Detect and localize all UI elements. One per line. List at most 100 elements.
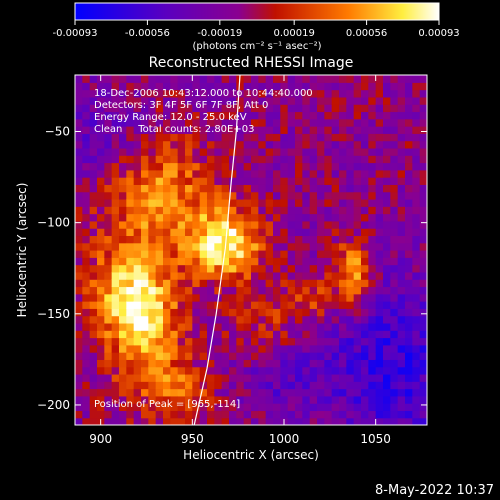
heatmap-cell: [295, 104, 303, 113]
heatmap-cell: [302, 373, 311, 382]
heatmap-cell: [361, 191, 369, 200]
heatmap-cell: [419, 162, 427, 171]
heatmap-cell: [170, 293, 179, 302]
heatmap-cell: [361, 147, 369, 156]
heatmap-cell: [339, 242, 347, 251]
heatmap-cell: [405, 322, 413, 331]
heatmap-cell: [412, 213, 421, 222]
heatmap-cell: [287, 264, 296, 273]
heatmap-cell: [368, 104, 377, 113]
heatmap-cell: [397, 228, 406, 237]
heatmap-cell: [405, 264, 413, 273]
heatmap-cell: [119, 322, 127, 331]
heatmap-cell: [214, 206, 223, 215]
heatmap-cell: [97, 257, 105, 266]
heatmap-cell: [346, 286, 355, 295]
heatmap-cell: [111, 403, 120, 412]
heatmap-cell: [199, 206, 208, 215]
heatmap-cell: [163, 417, 171, 425]
heatmap-cell: [339, 417, 347, 425]
heatmap-cell: [207, 388, 215, 397]
heatmap-cell: [214, 315, 223, 324]
heatmap-cell: [309, 395, 318, 404]
heatmap-cell: [397, 366, 406, 375]
heatmap-cell: [221, 417, 230, 425]
heatmap-cell: [302, 403, 311, 412]
heatmap-cell: [163, 381, 171, 390]
heatmap-cell: [390, 213, 399, 222]
heatmap-cell: [361, 228, 369, 237]
heatmap-cell: [265, 198, 274, 207]
heatmap-cell: [104, 373, 113, 382]
heatmap-cell: [221, 220, 230, 229]
heatmap-cell: [229, 213, 237, 222]
heatmap-cell: [177, 111, 186, 120]
heatmap-cell: [75, 403, 83, 412]
heatmap-cell: [97, 118, 105, 127]
heatmap-cell: [141, 242, 149, 251]
colorbar-tick-label: 0.00019: [274, 28, 315, 39]
heatmap-cell: [221, 213, 230, 222]
heatmap-cell: [412, 75, 421, 83]
heatmap-cell: [361, 388, 369, 397]
colorbar-tick-label: 0.00093: [418, 28, 459, 39]
heatmap-cell: [192, 198, 201, 207]
heatmap-cell: [324, 242, 333, 251]
heatmap-cell: [390, 359, 399, 368]
heatmap-cell: [280, 344, 289, 353]
heatmap-cell: [265, 111, 274, 120]
heatmap-cell: [397, 220, 406, 229]
heatmap-cell: [265, 403, 274, 412]
heatmap-cell: [163, 104, 171, 113]
heatmap-cell: [199, 220, 208, 229]
heatmap-cell: [309, 286, 318, 295]
heatmap-cell: [324, 191, 333, 200]
heatmap-cell: [324, 104, 333, 113]
heatmap-cell: [309, 388, 318, 397]
heatmap-cell: [295, 220, 303, 229]
heatmap-cell: [405, 82, 413, 91]
heatmap-cell: [375, 169, 384, 178]
heatmap-cell: [287, 337, 296, 346]
heatmap-cell: [214, 155, 223, 164]
heatmap-cell: [346, 359, 355, 368]
heatmap-cell: [89, 388, 98, 397]
heatmap-cell: [192, 162, 201, 171]
heatmap-cell: [390, 301, 399, 309]
heatmap-cell: [236, 89, 245, 98]
heatmap-cell: [412, 395, 421, 404]
heatmap-cell: [258, 286, 267, 295]
heatmap-cell: [412, 162, 421, 171]
heatmap-cell: [405, 271, 413, 280]
heatmap-cell: [111, 75, 120, 83]
heatmap-cell: [141, 250, 149, 258]
heatmap-cell: [309, 359, 318, 368]
heatmap-cell: [89, 198, 98, 207]
heatmap-cell: [280, 89, 289, 98]
heatmap-cell: [177, 250, 186, 258]
heatmap-cell: [141, 257, 149, 266]
heatmap-cell: [375, 191, 384, 200]
heatmap-cell: [375, 417, 384, 425]
heatmap-cell: [397, 322, 406, 331]
heatmap-cell: [119, 191, 127, 200]
heatmap-cell: [82, 264, 91, 273]
heatmap-cell: [163, 286, 171, 295]
heatmap-cell: [346, 96, 355, 105]
heatmap-cell: [265, 395, 274, 404]
heatmap-cell: [317, 198, 325, 207]
heatmap-cell: [133, 381, 142, 390]
heatmap-cell: [324, 206, 333, 215]
heatmap-cell: [258, 301, 267, 309]
heatmap-cell: [361, 96, 369, 105]
heatmap-cell: [346, 118, 355, 127]
heatmap-cell: [339, 169, 347, 178]
heatmap-cell: [214, 250, 223, 258]
heatmap-cell: [133, 228, 142, 237]
heatmap-cell: [324, 198, 333, 207]
heatmap-cell: [265, 89, 274, 98]
heatmap-cell: [317, 242, 325, 251]
heatmap-cell: [251, 118, 259, 127]
heatmap-cell: [155, 359, 164, 368]
heatmap-cell: [419, 417, 427, 425]
